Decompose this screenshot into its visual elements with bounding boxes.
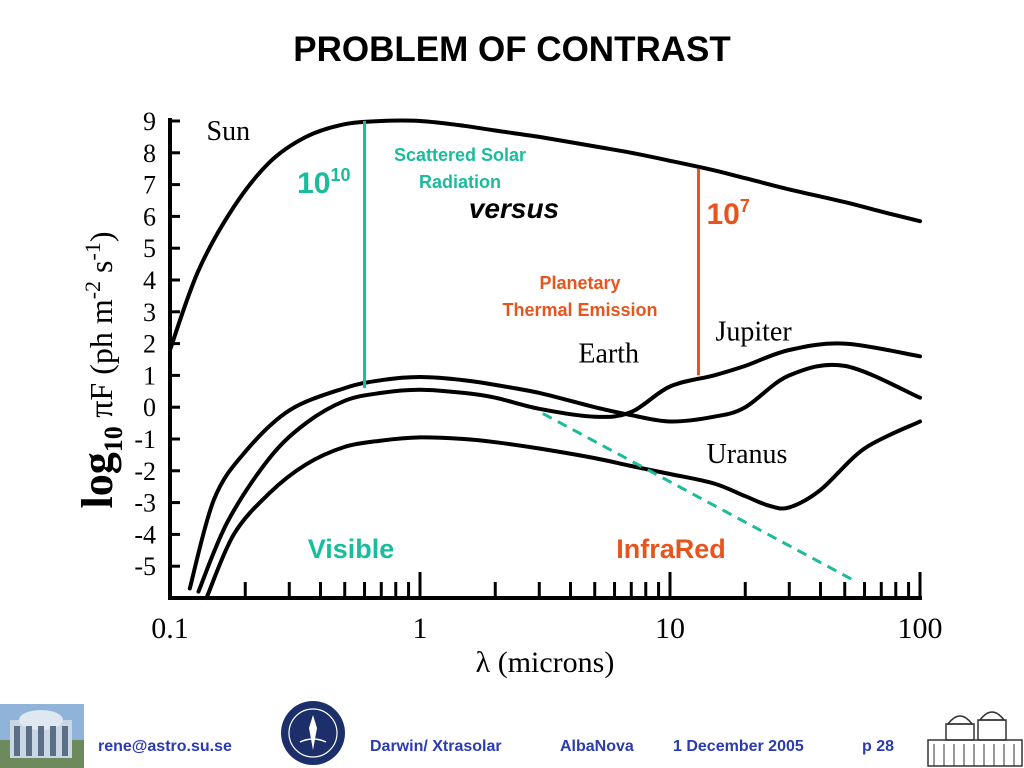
series-label-uranus: Uranus	[707, 439, 788, 470]
y-axis-label: log10 πF (ph m-2 s-1)	[73, 231, 128, 508]
y-tick-label: 8	[143, 139, 156, 168]
series-label-sun: Sun	[207, 116, 251, 147]
annotation-visible: Visible	[308, 534, 395, 564]
y-tick-label: 2	[143, 330, 156, 359]
contrast-label-thermal: 107	[706, 196, 749, 231]
footer-graphics	[0, 701, 1023, 768]
x-tick-label: 100	[898, 612, 943, 645]
x-tick-label: 1	[413, 612, 428, 645]
annotation-scattered-line2: Radiation	[419, 172, 501, 192]
y-tick-label: 5	[143, 234, 156, 263]
y-tick-label: -5	[134, 552, 156, 581]
y-tick-label: 9	[143, 107, 156, 136]
dashed-reference-line	[542, 412, 858, 584]
series-uranus-line	[204, 419, 922, 600]
annotation-versus: versus	[469, 193, 559, 224]
y-tick-label: -1	[134, 425, 156, 454]
contrast-label-scattered: 1010	[297, 165, 350, 200]
y-tick-label: -4	[134, 520, 156, 549]
slide-title: PROBLEM OF CONTRAST	[293, 30, 731, 69]
y-tick-label: 0	[143, 393, 156, 422]
footer-date: 1 December 2005	[673, 738, 804, 755]
footer-venue: AlbaNova	[560, 738, 634, 755]
annotation-infrared: InfraRed	[616, 534, 726, 564]
y-tick-label: -3	[134, 489, 156, 518]
series-label-jupiter: Jupiter	[715, 316, 792, 347]
annotation-planetary-line1: Planetary	[539, 273, 620, 293]
x-tick-label: 10	[655, 612, 685, 645]
series-jupiter-line	[196, 341, 922, 594]
series-label-earth: Earth	[578, 339, 639, 370]
y-tick-label: 4	[143, 266, 156, 295]
series-sun-line	[168, 118, 922, 352]
building-photo	[0, 704, 84, 768]
x-axis-label: λ (microns)	[476, 646, 615, 679]
footer-page: p 28	[862, 738, 895, 755]
footer-talk: Darwin/ Xtrasolar	[370, 738, 502, 755]
footer-email: rene@astro.su.se	[98, 738, 232, 755]
observatory-icon	[927, 711, 1023, 767]
annotation-scattered-line1: Scattered Solar	[394, 145, 526, 165]
y-tick-label: 6	[143, 202, 156, 231]
annotation-planetary-line2: Thermal Emission	[502, 300, 657, 320]
y-tick-label: 1	[143, 361, 156, 390]
y-tick-label: 7	[143, 171, 156, 200]
x-tick-label: 0.1	[151, 612, 189, 645]
university-seal-icon	[281, 701, 345, 765]
series-earth-line	[187, 362, 922, 591]
y-tick-label: -2	[134, 457, 156, 486]
y-tick-label: 3	[143, 298, 156, 327]
